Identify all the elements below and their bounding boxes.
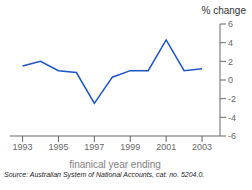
svg-text:1995: 1995 <box>48 142 68 152</box>
html-text:% change: % change <box>201 5 246 16</box>
svg-text:1993: 1993 <box>13 142 33 152</box>
svg-text:finanical year ending: finanical year ending <box>69 159 161 170</box>
svg-text:1997: 1997 <box>84 142 104 152</box>
svg-text:-2: -2 <box>228 94 236 104</box>
svg-text:2: 2 <box>228 57 233 67</box>
svg-text:4: 4 <box>228 38 233 48</box>
svg-text:6: 6 <box>228 19 233 29</box>
svg-text:1999: 1999 <box>120 142 140 152</box>
svg-text:2003: 2003 <box>192 142 212 152</box>
svg-text:-4: -4 <box>228 113 236 123</box>
html-text:Source: Australian System of N: Source: Australian System of National Ac… <box>4 171 205 178</box>
svg-text:-6: -6 <box>228 131 236 141</box>
svg-text:0: 0 <box>228 75 233 85</box>
svg-text:2001: 2001 <box>156 142 176 152</box>
